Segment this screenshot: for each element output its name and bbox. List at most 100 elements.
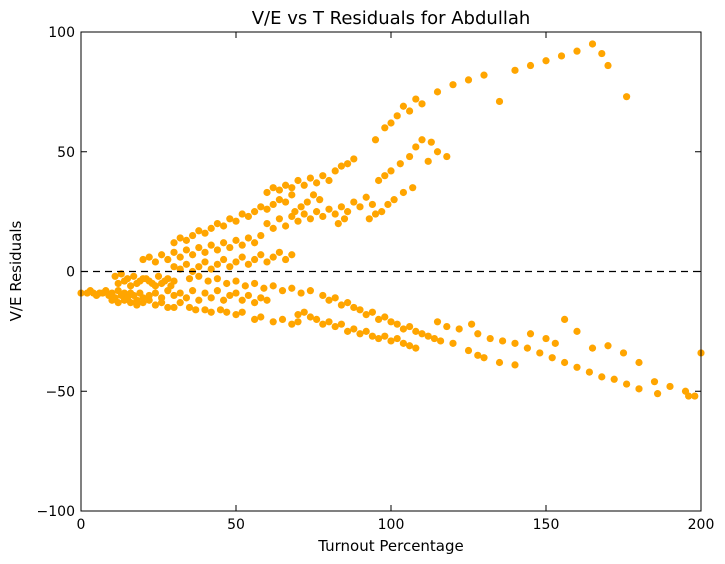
data-point [337,203,345,211]
data-point [288,284,296,292]
data-point [362,327,370,335]
data-point [375,176,383,185]
data-point [499,337,507,345]
points-group [77,40,705,400]
data-point [406,342,414,350]
data-point [170,239,178,247]
data-point [195,227,203,235]
data-point [232,258,240,266]
data-point [223,279,231,288]
data-point [269,253,277,261]
data-point [424,332,432,340]
data-point [650,378,659,386]
data-point [393,112,401,120]
data-point [666,382,674,391]
data-point [464,76,473,84]
data-point [195,243,203,252]
data-point [362,193,370,201]
data-point [251,279,259,288]
data-point [331,322,339,331]
data-point [226,291,234,300]
data-point [123,275,132,283]
data-point [192,306,200,314]
data-point [226,263,234,271]
data-point [344,299,352,307]
data-point [139,299,147,307]
data-point [387,337,395,345]
data-point [275,248,283,256]
data-point [142,275,150,283]
x-tick-label: 50 [227,517,245,533]
data-point [381,313,389,321]
y-axis-label: V/E Residuals [7,220,25,321]
data-point [495,358,504,367]
data-point [207,308,215,316]
data-point [288,251,296,259]
data-point [195,263,203,271]
data-point [269,318,277,326]
data-point [170,291,178,300]
data-point [275,196,283,204]
data-point [409,184,417,192]
data-point [257,294,265,302]
data-point [480,354,488,362]
data-point [319,320,327,328]
data-point [691,392,699,400]
data-point [251,315,259,323]
data-point [182,246,190,254]
data-point [297,289,305,297]
data-point [474,351,482,359]
data-point [294,217,302,225]
data-point [511,66,519,74]
data-point [375,315,383,323]
data-point [170,263,178,271]
data-point [251,239,259,247]
data-point [387,318,395,326]
data-point [511,361,519,369]
data-point [164,303,172,312]
data-point [114,299,122,307]
data-point [381,124,389,132]
data-point [561,358,569,367]
data-point [424,157,432,165]
data-point [148,279,156,288]
data-point [390,196,398,204]
data-point [294,318,302,326]
data-point [251,255,259,264]
data-point [449,81,457,89]
data-point [542,334,550,343]
data-point [260,284,268,292]
data-point [598,373,606,381]
data-point [356,330,364,338]
data-point [133,301,141,309]
data-point [399,102,407,110]
axis-ticks: 0 50 100 150 200 −100 −50 0 50 100 [37,25,715,533]
data-point [526,330,535,338]
data-point [263,205,271,213]
data-point [548,354,556,362]
data-point [551,339,559,347]
data-point [158,251,166,259]
data-point [623,93,631,101]
data-point [269,224,277,232]
data-point [263,296,271,304]
data-point [365,215,373,223]
data-point [387,119,395,127]
data-point [331,167,339,175]
data-point [635,385,643,393]
data-point [306,287,314,295]
data-point [232,311,240,319]
data-point [368,332,376,340]
y-tick-label: 0 [66,265,75,281]
data-point [319,172,327,180]
data-point [223,308,231,316]
data-point [427,138,435,146]
data-point [189,251,197,259]
data-point [468,320,476,328]
data-point [393,334,401,343]
data-point [257,231,265,240]
data-point [325,318,333,326]
data-point [288,320,296,328]
data-point [344,160,352,168]
data-point [340,215,349,223]
